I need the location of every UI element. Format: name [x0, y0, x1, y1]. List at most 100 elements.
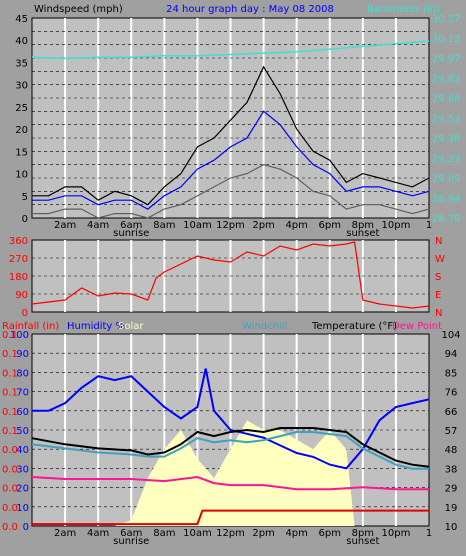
direction-compass-label: E: [435, 290, 441, 301]
wind-xtick-label: 10pm: [382, 220, 411, 231]
temp-legend-label: Rainfall (in): [2, 321, 59, 332]
rain-ytick-label: 0.1: [2, 349, 18, 360]
temp-legend-label: Windchill: [242, 321, 287, 332]
humidity-ytick-label: 40: [16, 445, 29, 456]
barometer-ytick-label: 30.12: [432, 34, 461, 45]
wind-xtick-label: 4pm: [285, 220, 307, 231]
direction-ytick-label: 180: [9, 272, 28, 283]
wind-xtick-label: 2am: [54, 220, 76, 231]
wind-xtick-label: 12pm: [216, 220, 245, 231]
wind-xtick-label: 6pm: [319, 220, 341, 231]
wind-ytick-label: 10: [15, 170, 28, 181]
wind-xtick-label: 8am: [153, 220, 175, 231]
temp-xtick-label: 2am: [54, 528, 76, 539]
humidity-ytick-label: 20: [16, 484, 29, 495]
humidity-ytick-label: 60: [16, 407, 29, 418]
temperature-f-line: [31, 427, 430, 468]
humidity-ytick-label: 80: [16, 368, 29, 379]
direction-ytick-label: 0: [22, 308, 28, 319]
wind-ytick-label: 40: [15, 36, 28, 47]
rain-ytick-label: 0.1: [2, 330, 18, 341]
direction-compass-label: N: [435, 236, 442, 247]
temp-annotation: sunset: [346, 536, 379, 547]
barometer-ytick-label: 29.68: [432, 94, 461, 105]
humidity-ytick-label: 0: [23, 522, 29, 533]
temp-xtick-label: 2pm: [252, 528, 274, 539]
wind-ytick-label: 20: [15, 125, 28, 136]
rain-ytick-label: 0.0: [2, 503, 18, 514]
wind-gust-line: [32, 65, 430, 206]
rain-ytick-label: 0.1: [2, 368, 18, 379]
temp-xtick-label: 8pm: [352, 528, 374, 539]
direction-ytick-label: 360: [9, 236, 28, 247]
wind-ytick-label: 45: [15, 14, 28, 25]
wind-ytick-label: 5: [22, 192, 28, 203]
temp-xtick-label: 8am: [153, 528, 175, 539]
temp-xtick-label: 12pm: [216, 528, 245, 539]
wind-annotation: sunrise: [113, 228, 149, 239]
temp-ytick-label: 38: [445, 464, 458, 475]
temp-ytick-label: 29: [445, 484, 458, 495]
wind-xtick-label: 8pm: [352, 220, 374, 231]
humidity-ytick-label: 30: [16, 464, 29, 475]
direction-line: [31, 241, 430, 309]
rain-ytick-label: 0.0: [2, 484, 18, 495]
temp-ytick-label: 66: [445, 407, 458, 418]
temp-xtick-label: 10pm: [382, 528, 411, 539]
wind-minimum-line: [32, 164, 430, 219]
wind-ytick-label: 0: [22, 214, 28, 225]
temp-ytick-label: 10: [445, 522, 458, 533]
direction-compass-label: S: [435, 272, 441, 283]
windchillline: [31, 431, 429, 470]
temp-ytick-label: 76: [445, 388, 458, 399]
rain-ytick-label: 0.1: [2, 388, 18, 399]
humidity-ytick-label: 50: [16, 426, 29, 437]
temp-xtick-label: 4pm: [285, 528, 307, 539]
humidity-ytick-label: 90: [16, 349, 29, 360]
barometer-ytick-label: 29.38: [432, 134, 461, 145]
rain-ytick-label: 0.1: [2, 426, 18, 437]
wind-annotation: sunset: [346, 228, 379, 239]
temp-legend-label: Temperature (°F): [311, 321, 397, 332]
humidity-ytick-label: 10: [16, 503, 29, 514]
barometer-ytick-label: 29.97: [432, 54, 461, 65]
barometer-ytick-label: 28.79: [432, 214, 461, 225]
rain-ytick-label: 0.1: [2, 407, 18, 418]
temp-xtick-label: 10am: [183, 528, 212, 539]
wind-ytick-label: 35: [15, 58, 28, 69]
barometer-ytick-label: 29.53: [432, 114, 461, 125]
temp-ytick-label: 104: [441, 330, 460, 341]
wind-xtick-label: 2pm: [252, 220, 274, 231]
temp-ytick-label: 19: [445, 503, 458, 514]
temp-ytick-label: 85: [445, 368, 458, 379]
barometer-ytick-label: 28.94: [432, 194, 461, 205]
direction-compass-label: N: [435, 308, 442, 319]
wind-average-line: [32, 110, 430, 210]
temp-legend-label: Dew Point: [392, 321, 442, 332]
wind-xtick-label: 10am: [183, 220, 212, 231]
rain-ytick-label: 0.0: [2, 522, 18, 533]
rain-ytick-label: 0.0: [2, 464, 18, 475]
temp-ytick-label: 48: [445, 445, 458, 456]
wind-xtick-end: 1: [426, 220, 432, 231]
dew-pointline: [31, 475, 429, 491]
temp-xtick-end: 1: [426, 528, 432, 539]
humidity-ytick-label: 100: [10, 330, 29, 341]
solar-area: [32, 420, 429, 526]
direction-ytick-label: 90: [15, 290, 28, 301]
direction-ytick-label: 270: [9, 254, 28, 265]
barometer-ytick-label: 30.27: [432, 14, 461, 25]
direction-compass-label: W: [435, 254, 445, 265]
barometer-ytick-label: 29.23: [432, 154, 461, 165]
temp-ytick-label: 57: [445, 426, 458, 437]
wind-title: 24 hour graph day : May 08 2008: [166, 4, 334, 15]
temp-annotation: sunrise: [113, 536, 149, 547]
barometer-line: [31, 40, 430, 60]
temp-legend-label: Humidity %: [67, 321, 125, 332]
temp-xtick-label: 6pm: [319, 528, 341, 539]
wind-xtick-label: 4am: [87, 220, 109, 231]
humidity-line: [32, 368, 430, 470]
wind-ytick-label: 30: [15, 81, 28, 92]
wind-ytick-label: 15: [15, 147, 28, 158]
